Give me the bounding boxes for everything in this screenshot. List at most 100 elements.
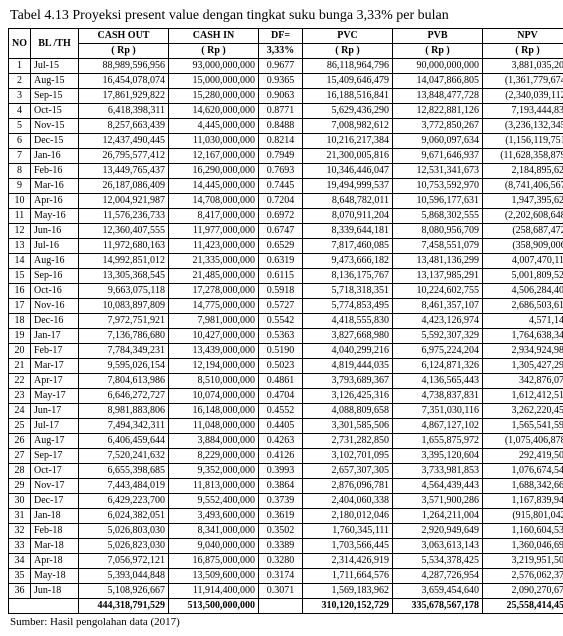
cell-df: 0.7204 bbox=[259, 194, 303, 209]
cell-month: Sep-15 bbox=[31, 89, 79, 104]
cell-df: 0.4263 bbox=[259, 434, 303, 449]
cell-pvb: 3,733,981,853 bbox=[393, 464, 483, 479]
cell-pvb: 3,395,120,604 bbox=[393, 449, 483, 464]
cell-cashout: 7,443,484,019 bbox=[79, 479, 169, 494]
cell-cashin: 11,813,000,000 bbox=[169, 479, 259, 494]
cell-cashout: 5,026,823,030 bbox=[79, 539, 169, 554]
cell-pvc: 9,473,666,182 bbox=[303, 254, 393, 269]
cell-npv: 292,419,509 bbox=[483, 449, 563, 464]
cell-df: 0.5727 bbox=[259, 299, 303, 314]
cell-cashin: 15,280,000,000 bbox=[169, 89, 259, 104]
cell-pvc: 8,648,782,011 bbox=[303, 194, 393, 209]
cell-npv: 1,947,395,620 bbox=[483, 194, 563, 209]
cell-pvb: 4,287,726,954 bbox=[393, 569, 483, 584]
cell-npv: (1,361,779,674) bbox=[483, 74, 563, 89]
cell-df: 0.3502 bbox=[259, 524, 303, 539]
cell-pvc: 5,774,853,495 bbox=[303, 299, 393, 314]
cell-pvc: 2,657,307,305 bbox=[303, 464, 393, 479]
cell-pvc: 3,126,425,316 bbox=[303, 389, 393, 404]
cell-df: 0.7445 bbox=[259, 179, 303, 194]
cell-month: Nov-16 bbox=[31, 299, 79, 314]
cell-no: 26 bbox=[9, 434, 31, 449]
table-row: 11May-1611,576,236,7338,417,000,0000.697… bbox=[9, 209, 563, 224]
cell-pvb: 90,000,000,000 bbox=[393, 59, 483, 74]
cell-npv: 4,007,470,117 bbox=[483, 254, 563, 269]
cell-pvc: 1,703,566,445 bbox=[303, 539, 393, 554]
col-npv: NPV bbox=[483, 29, 563, 44]
col-month: BL /TH bbox=[31, 29, 79, 59]
cell-cashin: 3,493,600,000 bbox=[169, 509, 259, 524]
cell-pvc: 10,346,446,047 bbox=[303, 164, 393, 179]
cell-cashin: 17,278,000,000 bbox=[169, 284, 259, 299]
cell-month: Oct-17 bbox=[31, 464, 79, 479]
cell-cashout: 12,004,921,987 bbox=[79, 194, 169, 209]
cell-no: 13 bbox=[9, 239, 31, 254]
total-cashin: 513,500,000,000 bbox=[169, 599, 259, 614]
cell-pvc: 4,040,299,216 bbox=[303, 344, 393, 359]
table-row: 23May-176,646,272,72710,074,000,0000.470… bbox=[9, 389, 563, 404]
cell-cashout: 26,187,086,409 bbox=[79, 179, 169, 194]
cell-month: Jan-18 bbox=[31, 509, 79, 524]
cell-npv: 4,571,144 bbox=[483, 314, 563, 329]
cell-cashin: 10,074,000,000 bbox=[169, 389, 259, 404]
table-row: 6Dec-1512,437,490,44511,030,000,0000.821… bbox=[9, 134, 563, 149]
cell-pvb: 8,461,357,107 bbox=[393, 299, 483, 314]
cell-pvb: 7,458,551,079 bbox=[393, 239, 483, 254]
table-row: 21Mar-179,595,026,15412,194,000,0000.502… bbox=[9, 359, 563, 374]
cell-pvb: 8,080,956,709 bbox=[393, 224, 483, 239]
cell-npv: (11,628,358,879) bbox=[483, 149, 563, 164]
cell-pvc: 5,629,436,290 bbox=[303, 104, 393, 119]
cell-npv: 3,262,220,458 bbox=[483, 404, 563, 419]
cell-pvc: 15,409,646,479 bbox=[303, 74, 393, 89]
cell-month: Jun-18 bbox=[31, 584, 79, 599]
projection-table: NO BL /TH CASH OUT CASH IN DF= PVC PVB N… bbox=[8, 28, 563, 614]
table-row: 18Dec-167,972,751,9217,981,000,0000.5542… bbox=[9, 314, 563, 329]
table-row: 5Nov-158,257,663,4394,445,000,0000.84887… bbox=[9, 119, 563, 134]
cell-cashout: 6,655,398,685 bbox=[79, 464, 169, 479]
cell-cashout: 7,056,972,121 bbox=[79, 554, 169, 569]
cell-npv: 342,876,076 bbox=[483, 374, 563, 389]
cell-cashin: 14,775,000,000 bbox=[169, 299, 259, 314]
cell-month: Mar-17 bbox=[31, 359, 79, 374]
cell-no: 36 bbox=[9, 584, 31, 599]
cell-no: 17 bbox=[9, 299, 31, 314]
cell-cashout: 11,576,236,733 bbox=[79, 209, 169, 224]
cell-month: Aug-16 bbox=[31, 254, 79, 269]
cell-pvc: 8,070,911,204 bbox=[303, 209, 393, 224]
header-row-1: NO BL /TH CASH OUT CASH IN DF= PVC PVB N… bbox=[9, 29, 563, 44]
cell-month: May-16 bbox=[31, 209, 79, 224]
cell-pvc: 3,827,668,980 bbox=[303, 329, 393, 344]
cell-npv: 2,934,924,988 bbox=[483, 344, 563, 359]
cell-cashout: 5,108,926,667 bbox=[79, 584, 169, 599]
cell-cashin: 16,148,000,000 bbox=[169, 404, 259, 419]
cell-cashout: 7,804,613,986 bbox=[79, 374, 169, 389]
cell-pvb: 4,136,565,443 bbox=[393, 374, 483, 389]
cell-npv: 4,506,284,403 bbox=[483, 284, 563, 299]
cell-cashout: 13,449,765,437 bbox=[79, 164, 169, 179]
cell-cashout: 8,981,883,806 bbox=[79, 404, 169, 419]
cell-month: Jun-16 bbox=[31, 224, 79, 239]
cell-no: 2 bbox=[9, 74, 31, 89]
cell-df: 0.6115 bbox=[259, 269, 303, 284]
cell-cashin: 16,875,000,000 bbox=[169, 554, 259, 569]
cell-cashin: 8,510,000,000 bbox=[169, 374, 259, 389]
cell-month: Apr-17 bbox=[31, 374, 79, 389]
table-row: 35May-185,393,044,84813,509,600,0000.317… bbox=[9, 569, 563, 584]
cell-pvb: 3,659,454,640 bbox=[393, 584, 483, 599]
cell-no: 19 bbox=[9, 329, 31, 344]
cell-cashout: 8,257,663,439 bbox=[79, 119, 169, 134]
table-row: 8Feb-1613,449,765,43716,290,000,0000.769… bbox=[9, 164, 563, 179]
cell-pvc: 7,817,460,085 bbox=[303, 239, 393, 254]
cell-pvb: 13,137,985,291 bbox=[393, 269, 483, 284]
cell-cashin: 11,030,000,000 bbox=[169, 134, 259, 149]
cell-cashin: 8,417,000,000 bbox=[169, 209, 259, 224]
col-pvc: PVC bbox=[303, 29, 393, 44]
cell-cashout: 5,393,044,848 bbox=[79, 569, 169, 584]
cell-df: 0.6972 bbox=[259, 209, 303, 224]
cell-pvc: 4,819,444,035 bbox=[303, 359, 393, 374]
cell-df: 0.9063 bbox=[259, 89, 303, 104]
table-row: 4Oct-156,418,398,31114,620,000,0000.8771… bbox=[9, 104, 563, 119]
cell-no: 27 bbox=[9, 449, 31, 464]
cell-pvb: 10,596,177,631 bbox=[393, 194, 483, 209]
table-row: 7Jan-1626,795,577,41212,167,000,0000.794… bbox=[9, 149, 563, 164]
